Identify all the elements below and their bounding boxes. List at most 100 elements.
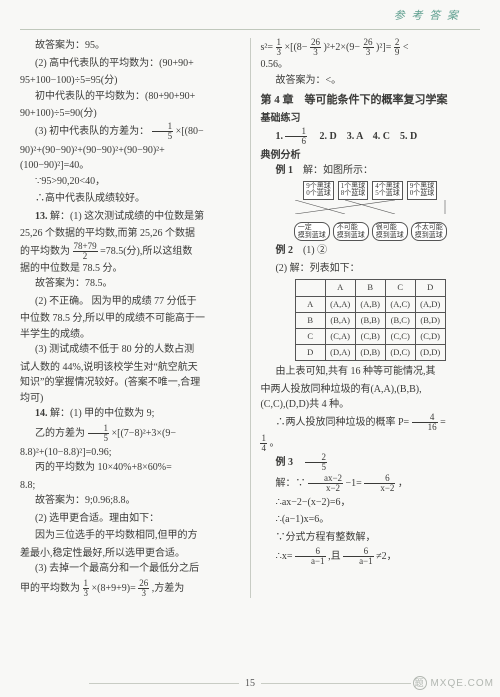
l33b: ×(8+9+9)= <box>92 582 136 593</box>
box-2: 1个黑球8个蓝球 <box>338 181 369 200</box>
fax: ax−2x−2 <box>308 474 343 493</box>
l26: 丙的平均数为 10×40%+8×60%= <box>20 460 240 476</box>
l31: 差最小,稳定性最好,所以选甲更合适。 <box>20 546 240 562</box>
f6x: 6x−2 <box>364 474 395 493</box>
table-row: A(A,A)(A,B)(A,C)(A,D) <box>295 296 445 312</box>
f16: 16 <box>285 127 307 146</box>
l16: (2) 不正确。 因为甲的成绩 77 分低于 <box>20 294 240 310</box>
r0e: < <box>403 42 409 53</box>
r0b: ×[(8− <box>285 42 308 53</box>
l7: 90)²+(90−90)²+(90−90)²+(90−90)²+ <box>20 143 240 159</box>
l19: (3) 测试成绩不低于 80 分的人数占测 <box>20 342 240 358</box>
l33a: 甲的平均数为 <box>20 582 80 593</box>
f6a1: 6a−1 <box>295 547 326 566</box>
frac-26-3: 263 <box>138 579 149 598</box>
t5t: 。 <box>269 438 279 449</box>
r0a: s²= <box>260 42 273 53</box>
page-body: 故答案为：95。 (2) 高中代表队的平均数为：(90+90+ 95+100−1… <box>0 38 500 598</box>
q14: 14. <box>35 408 48 419</box>
table-row: C(C,A)(C,B)(C,C)(C,D) <box>295 328 445 344</box>
l4: 初中代表队的平均数为：(80+90+90+ <box>20 89 240 105</box>
s1c: ， <box>398 478 408 489</box>
t4: ∴两人投放同种垃圾的概率 P= 416 = <box>260 413 480 432</box>
s1b: −1= <box>346 478 362 489</box>
e3a: 例 3 <box>275 457 303 468</box>
l17: 中位数 78.5 分,所以甲的成绩不可能高于一 <box>20 311 240 327</box>
box-1: 9个黑球0个蓝球 <box>303 181 334 200</box>
th-b: B <box>355 280 385 296</box>
r2: 故答案为：<。 <box>260 73 480 89</box>
watermark-text: MXQE.COM <box>430 678 494 689</box>
bubble-2: 不可能摸到蓝球 <box>333 222 369 241</box>
ex3: 例 3 25 <box>260 453 480 472</box>
t4b: = <box>440 417 446 428</box>
l33: 甲的平均数为 13 ×(8+9+9)= 263 ,方差为 <box>20 579 240 598</box>
l24b: ×[(7−8)²+3×(9− <box>112 427 177 438</box>
r0d: )²]= <box>376 42 391 53</box>
s5c: ≠2， <box>376 551 397 562</box>
th-d: D <box>415 280 445 296</box>
l24a: 乙的方差为 <box>35 427 85 438</box>
f416: 416 <box>412 413 438 432</box>
l23: 14. 解：(1) 甲的中位数为 9; <box>20 406 240 422</box>
box-4: 9个黑球0个蓝球 <box>407 181 438 200</box>
s4: ∵分式方程有整数解， <box>260 530 480 546</box>
l9: ∵95>90,20<40， <box>20 174 240 190</box>
s2: ∴ax−2−(x−2)=6， <box>260 495 480 511</box>
t5: 14 。 <box>260 434 480 453</box>
l11: 13. 13. 解：(1) 这次测试成绩的中位数是第解：(1) 这次测试成绩的中… <box>20 209 240 225</box>
th-a: A <box>325 280 355 296</box>
header-rule <box>20 29 480 30</box>
f29: 29 <box>394 38 401 57</box>
f25: 25 <box>305 453 327 472</box>
l30: 因为三位选手的平均数相同,但甲的方 <box>20 528 240 544</box>
s3: ∴(a−1)x=6。 <box>260 512 480 528</box>
bubble-4: 不太可能摸到蓝球 <box>411 222 447 241</box>
f13: 13 <box>276 38 283 57</box>
l8: (100−90)²]=40。 <box>20 158 240 174</box>
ex2-1: 例 2 (1) ② <box>260 243 480 259</box>
l2: (2) 高中代表队的平均数为：(90+90+ <box>20 56 240 72</box>
l6a: (3) 初中代表队的方差为： <box>35 125 149 136</box>
r1: 0.56。 <box>260 57 480 73</box>
frac-7879: 78+792 <box>73 242 98 261</box>
b1b: 2. D 3. A 4. C 5. D <box>309 130 417 141</box>
f263b: 263 <box>363 38 374 57</box>
basic-practice: 基础练习 <box>260 111 480 127</box>
s1: 解：∵ ax−2x−2 −1= 6x−2 ， <box>260 474 480 493</box>
l12: 25,26 个数据的平均数,而第 25,26 个数据 <box>20 226 240 242</box>
q13: 13. <box>35 211 48 222</box>
l6: (3) 初中代表队的方差为： 15 ×[(80− <box>20 122 240 141</box>
diagram-connectors <box>270 200 470 214</box>
l1: 故答案为：95。 <box>20 38 240 54</box>
s5b: ,且 <box>328 551 341 562</box>
l21: 知识”的掌握情况较好。(答案不唯一,合理 <box>20 375 240 391</box>
l14: 据的中位数是 78.5 分。 <box>20 261 240 277</box>
s5a: ∴x= <box>275 551 292 562</box>
l10: ∴高中代表队成绩较好。 <box>20 191 240 207</box>
l5: 90+100)÷5=90(分) <box>20 106 240 122</box>
answers-line: 1. 16 2. D 3. A 4. C 5. D <box>260 127 480 146</box>
l13b: =78.5(分),所以这组数 <box>100 245 192 256</box>
l13: 的平均数为 78+792 =78.5(分),所以这组数 <box>20 242 240 261</box>
frac-1-5: 15 <box>152 122 174 141</box>
t4a: ∴两人投放同种垃圾的概率 P= <box>275 417 409 428</box>
frac-1-3: 13 <box>83 579 90 598</box>
r0: s²= 13 ×[(8− 263 )²+2×(9− 263 )²]= 29 < <box>260 38 480 57</box>
f6a1b: 6a−1 <box>343 547 374 566</box>
th-blank <box>295 280 325 296</box>
ball-diagram: 9个黑球0个蓝球 1个黑球8个蓝球 4个黑球5个蓝球 9个黑球0个蓝球 一定摸到… <box>260 181 480 242</box>
l18: 半学生的成绩。 <box>20 327 240 343</box>
table-header: A B C D <box>295 280 445 296</box>
l3: 95+100−100)÷5=95(分) <box>20 73 240 89</box>
l25: 8.8)²+(10−8.8)²]=0.96; <box>20 445 240 461</box>
f263: 263 <box>310 38 321 57</box>
chapter-heading: 第 4 章 等可能条件下的概率复习学案 <box>260 92 480 109</box>
watermark: 题 MXQE.COM <box>413 676 494 692</box>
t3: (C,C),(D,D)共 4 种。 <box>260 397 480 413</box>
l33c: ,方差为 <box>152 582 185 593</box>
l15: 故答案为：78.5。 <box>20 276 240 292</box>
l13a: 的平均数为 <box>20 245 70 256</box>
frac-1-5b: 15 <box>88 424 110 443</box>
th-c: C <box>385 280 415 296</box>
